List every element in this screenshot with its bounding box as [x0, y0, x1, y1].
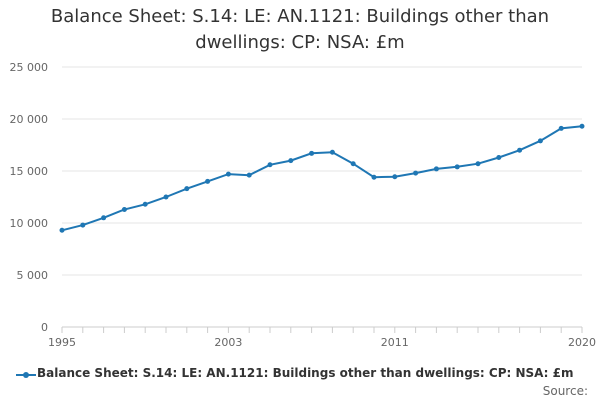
y-tick-label: 0	[41, 321, 48, 334]
data-point	[433, 166, 439, 172]
source-label: Source:	[542, 384, 588, 398]
data-point	[537, 138, 543, 144]
series-line	[61, 125, 583, 232]
x-tick-label: 2020	[568, 336, 596, 349]
x-tick-label: 1995	[48, 336, 76, 349]
data-point	[267, 162, 273, 168]
data-point	[205, 178, 211, 184]
chart-title-line-2: dwellings: CP: NSA: £m	[195, 32, 405, 53]
data-point	[496, 154, 502, 160]
data-point	[371, 174, 377, 180]
data-point	[329, 149, 335, 155]
data-point	[121, 206, 127, 212]
data-point	[184, 186, 190, 192]
x-tick-label: 2003	[214, 336, 242, 349]
chart-title-line-1: Balance Sheet: S.14: LE: AN.1121: Buildi…	[50, 6, 550, 27]
legend-label: Balance Sheet: S.14: LE: AN.1121: Buildi…	[37, 366, 574, 380]
data-point	[288, 158, 294, 164]
data-point	[350, 161, 356, 167]
legend-swatch-icon	[16, 372, 36, 378]
data-point	[80, 222, 86, 228]
data-point	[413, 170, 419, 176]
data-point	[558, 125, 564, 131]
data-point	[225, 171, 231, 177]
data-point	[246, 172, 252, 178]
data-point	[392, 174, 398, 180]
y-tick-label: 20 000	[10, 113, 49, 126]
y-tick-label: 10 000	[10, 217, 49, 230]
x-tick-label: 2011	[381, 336, 409, 349]
data-point	[163, 194, 169, 200]
data-point	[517, 147, 523, 153]
data-point	[454, 164, 460, 170]
data-point	[142, 201, 148, 207]
y-tick-label: 5 000	[17, 269, 49, 282]
data-point	[579, 123, 585, 129]
data-point	[475, 161, 481, 167]
chart-title: Balance Sheet: S.14: LE: AN.1121: Buildi…	[20, 4, 580, 56]
data-point	[101, 215, 107, 221]
y-tick-label: 25 000	[10, 61, 49, 74]
data-point	[309, 150, 315, 156]
y-tick-label: 15 000	[10, 165, 49, 178]
legend[interactable]: Balance Sheet: S.14: LE: AN.1121: Buildi…	[0, 366, 600, 386]
data-point	[59, 227, 65, 233]
